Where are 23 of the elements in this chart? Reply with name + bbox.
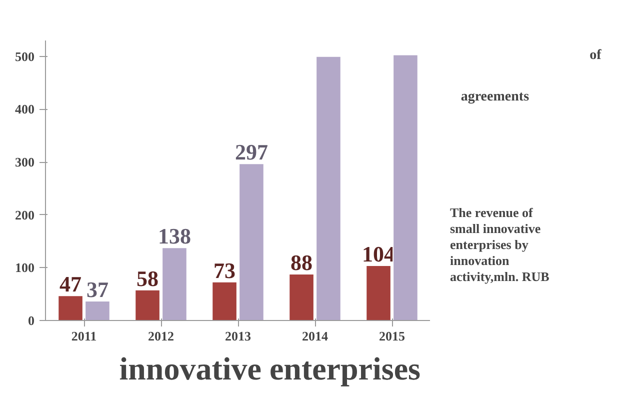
y-tick-label: 100 [15, 260, 34, 276]
data-label: 47 [60, 272, 82, 297]
x-tick-label: 2011 [71, 328, 97, 344]
text: of [590, 48, 602, 63]
x-tick-label: 2012 [148, 328, 174, 344]
y-tick-label: 200 [15, 207, 34, 222]
x-tick-label: 2013 [225, 328, 252, 344]
text: The revenue of small innovative enterprises by innovation activity,mln. RUB [450, 205, 550, 285]
data-label: 104 [362, 242, 396, 267]
data-label: 37 [86, 276, 108, 302]
text: agreements [460, 90, 530, 104]
x-tick-label: 2014 [302, 328, 328, 344]
text: innovative enterprises [119, 350, 420, 386]
data-label: 88 [290, 250, 313, 276]
y-tick-label: 400 [15, 102, 34, 117]
data-label: 58 [136, 266, 159, 291]
y-tick-label: 300 [15, 154, 34, 170]
data-label: 138 [158, 224, 191, 249]
y-tick-label: 0 [28, 313, 34, 328]
x-tick-label: 2015 [379, 328, 406, 344]
data-label: 73 [214, 258, 236, 283]
y-tick-label: 500 [15, 48, 34, 64]
data-label: 297 [234, 140, 268, 165]
